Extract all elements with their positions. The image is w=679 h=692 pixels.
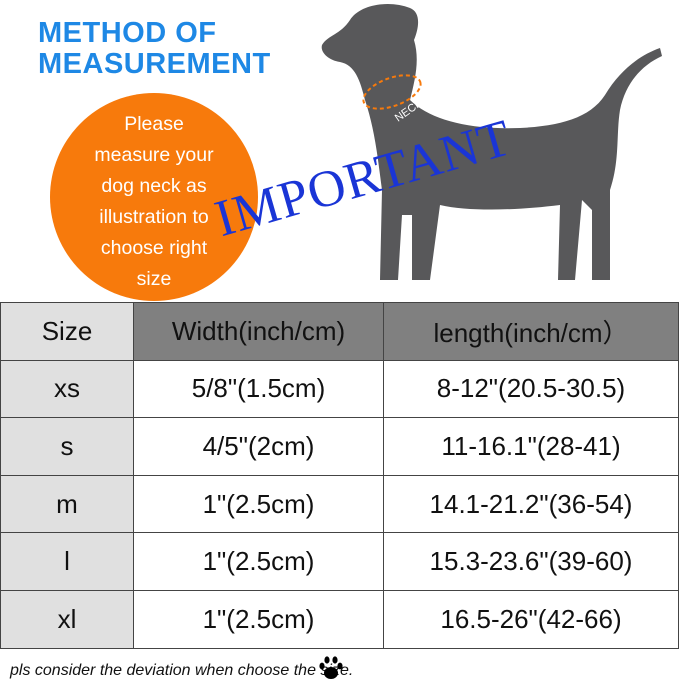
size-cell: m (0, 474, 134, 534)
width-cell: 1"(2.5cm) (133, 589, 384, 649)
instruction-line: size (136, 268, 172, 290)
size-cell: xl (0, 589, 134, 649)
length-cell: 16.5-26"(42-66) (383, 589, 679, 649)
title-line: METHOD OF (38, 17, 217, 49)
table-row: xs 5/8"(1.5cm) 8-12"(20.5-30.5) (0, 359, 679, 419)
size-cell: xs (0, 359, 134, 419)
instruction-line: measure your (94, 144, 214, 166)
header-length: length(inch/cm） (383, 302, 679, 361)
size-cell: s (0, 417, 134, 476)
instruction-line: dog neck as (101, 175, 207, 197)
header-width: Width(inch/cm) (133, 302, 384, 361)
header-size: Size (0, 302, 134, 361)
title-line: MEASUREMENT (38, 48, 271, 80)
size-table: Size Width(inch/cm) length(inch/cm） xs 5/… (0, 302, 679, 649)
table-row: l 1"(2.5cm) 15.3-23.6"(39-60) (0, 532, 679, 591)
instruction-line: Please (124, 113, 184, 135)
instruction-line: illustration to (99, 206, 209, 228)
length-cell: 8-12"(20.5-30.5) (383, 359, 679, 419)
title: METHOD OF MEASUREMENT (38, 18, 271, 80)
dog-illustration: NECK (321, 4, 662, 280)
instruction-circle: Please measure your dog neck as illustra… (50, 93, 258, 301)
table-row: m 1"(2.5cm) 14.1-21.2"(36-54) (0, 474, 679, 534)
instruction-line: choose right (100, 237, 208, 259)
paw-icon (319, 656, 343, 679)
deviation-note: pls consider the deviation when choose t… (10, 662, 354, 679)
length-cell: 11-16.1"(28-41) (383, 417, 679, 476)
table-row: xl 1"(2.5cm) 16.5-26"(42-66) (0, 589, 679, 649)
size-cell: l (0, 532, 134, 591)
table-row: s 4/5"(2cm) 11-16.1"(28-41) (0, 417, 679, 476)
width-cell: 1"(2.5cm) (133, 532, 384, 591)
length-cell: 15.3-23.6"(39-60) (383, 532, 679, 591)
table-header-row: Size Width(inch/cm) length(inch/cm） (0, 302, 679, 361)
width-cell: 1"(2.5cm) (133, 474, 384, 534)
width-cell: 5/8"(1.5cm) (133, 359, 384, 419)
width-cell: 4/5"(2cm) (133, 417, 384, 476)
length-cell: 14.1-21.2"(36-54) (383, 474, 679, 534)
